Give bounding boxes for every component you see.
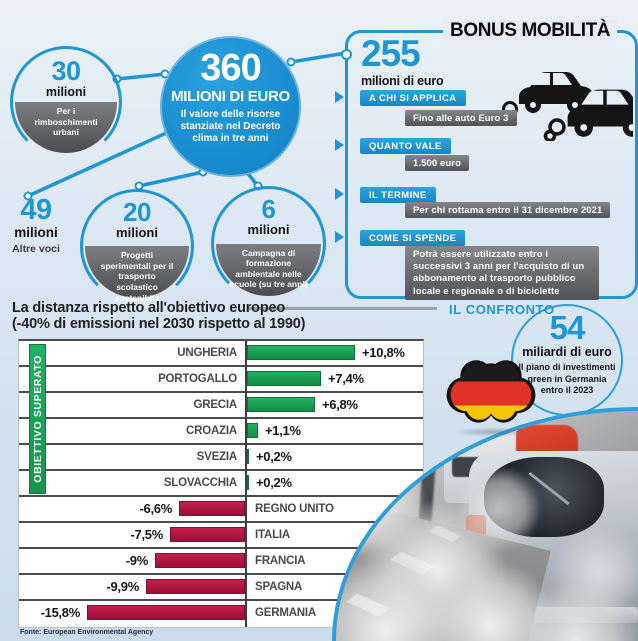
chart-title-line1: La distanza rispetto all'obiettivo europ…: [12, 300, 286, 316]
total-amount: 360: [200, 47, 261, 89]
confronto-unit: miliardi di euro: [522, 345, 612, 359]
arrow-icon: [335, 91, 344, 103]
bonus-section-value: Per chi rottama entro il 31 dicembre 202…: [405, 202, 611, 218]
total-desc: Il valore delle risorse stanziate nel De…: [180, 109, 281, 144]
bonus-section-label: QUANTO VALE: [360, 138, 451, 154]
bonus-section-value: 1.500 euro: [405, 155, 469, 171]
chart-bar: [179, 501, 245, 516]
traffic-jam-photo: [332, 407, 638, 641]
arrow-icon: [335, 139, 344, 151]
flag-shadow: [452, 427, 534, 437]
chart-bar: [170, 527, 245, 542]
country-label: FRANCIA: [255, 555, 306, 567]
country-label: ITALIA: [255, 529, 290, 541]
country-label: SLOVACCHIA: [163, 477, 237, 489]
other-amount: 49: [20, 194, 52, 226]
bubble-school-transport: 20 milioni Progetti sperimentali per il …: [80, 189, 194, 303]
reforestation-desc-halfcircle: Per i rimboschimenti urbani: [15, 102, 117, 153]
education-unit: milioni: [247, 222, 290, 237]
bonus-title: BONUS MOBILITÀ: [443, 20, 618, 42]
arrow-icon: [335, 231, 344, 243]
bonus-amount-unit: milioni di euro: [361, 73, 444, 88]
bonus-section-label: A CHI SI APPLICA: [360, 90, 466, 106]
country-label: UNGHERIA: [177, 347, 237, 359]
country-label: CROAZIA: [186, 425, 237, 437]
chart-title-line2: (-40% di emissioni nel 2030 rispetto al …: [12, 315, 306, 332]
value-label: +10,8%: [362, 345, 405, 360]
value-label: -9,9%: [106, 579, 140, 594]
chart-row: PORTOGALLO +7,4%: [19, 367, 423, 393]
group-label-strip: OBIETTIVO SUPERATO: [29, 344, 46, 494]
bonus-section-value: Potrà essere utilizzato entro i successi…: [405, 246, 599, 301]
chart-bar: [247, 449, 249, 464]
value-label: +7,4%: [328, 371, 364, 386]
education-amount: 6: [261, 194, 276, 224]
confronto-desc: Il piano di investimenti green in German…: [518, 362, 616, 396]
school-amount: 20: [123, 197, 151, 227]
chart-rows: UNGHERIA +10,8% PORTOGALLO +7,4% GRECIA +6,8%…: [19, 341, 423, 627]
bubble-total: 360 MILIONI DI EURO Il valore delle riso…: [160, 36, 301, 177]
chart-bar: [247, 345, 355, 360]
school-unit: milioni: [116, 225, 158, 240]
chart-title: La distanza rispetto all'obiettivo europ…: [12, 300, 306, 333]
bubble-reforestation: 30 milioni Per i rimboschimenti urbani: [10, 46, 122, 158]
bubble-education: 6 milioni Campagna di formazione ambient…: [211, 186, 326, 301]
chart-row: SLOVACCHIA +0,2%: [19, 471, 423, 497]
arrow-icon: [335, 188, 344, 200]
chart-row: REGNO UNITO -6,6%: [19, 497, 423, 523]
confronto-title: IL CONFRONTO: [449, 302, 555, 317]
chart-row: UNGHERIA +10,8%: [19, 341, 423, 367]
cars-exhaust-icon: [501, 72, 633, 141]
bonus-section-label: COME SI SPENDE: [360, 230, 466, 246]
value-label: +1,1%: [265, 423, 301, 438]
country-label: SPAGNA: [255, 581, 303, 593]
country-label: PORTOGALLO: [158, 373, 237, 385]
bonus-mobilita-panel: BONUS MOBILITÀ 255 milioni di euro: [335, 20, 638, 301]
zero-axis: [245, 341, 247, 627]
chart-row: FRANCIA -9%: [19, 549, 423, 575]
chart-row: GRECIA +6,8%: [19, 393, 423, 419]
bonus-amount: 255: [361, 33, 421, 74]
connector-dot: [341, 49, 352, 60]
confronto-value: 54: [549, 309, 586, 346]
reforestation-unit: milioni: [45, 85, 87, 99]
chart-bar: [146, 579, 245, 594]
value-label: +6,8%: [322, 397, 358, 412]
country-label: SVEZIA: [196, 451, 238, 463]
chart-bar: [247, 423, 258, 438]
other-unit: milioni: [14, 225, 58, 240]
chart-bar: [247, 397, 315, 412]
country-label: GRECIA: [193, 399, 237, 411]
value-label: -7,5%: [130, 527, 164, 542]
divider-line: [249, 307, 437, 310]
country-label: GERMANIA: [255, 607, 317, 619]
value-label: +0,2%: [256, 449, 292, 464]
chart-row: SPAGNA -9,9%: [19, 575, 423, 601]
chart-bar: [247, 475, 249, 490]
other-desc: Altre voci: [12, 243, 60, 255]
chart-row: SVEZIA +0,2%: [19, 445, 423, 471]
country-label: REGNO UNITO: [255, 503, 334, 515]
bonus-section-value: Fino alle auto Euro 3: [405, 110, 517, 126]
education-desc-halfcircle: Campagna di formazione ambientale nelle …: [216, 243, 321, 296]
item-other: 49 milioni Altre voci: [4, 194, 68, 256]
confronto-circle: [511, 304, 623, 416]
chart-row: CROAZIA +1,1%: [19, 419, 423, 445]
total-unit: MILIONI DI EURO: [171, 88, 290, 105]
school-desc-halfcircle: Progetti sperimentali per il trasporto s…: [85, 246, 189, 303]
bonus-section-label: IL TERMINE: [360, 187, 436, 203]
chart-bar: [247, 371, 321, 386]
chart-row: GERMANIA -15,8%: [19, 601, 423, 627]
chart-bar: [155, 553, 245, 568]
source-note: Fonte: European Environmental Agency: [20, 629, 154, 636]
value-label: -6,6%: [139, 501, 173, 516]
value-label: -15,8%: [40, 605, 81, 620]
chart-bar: [87, 605, 245, 620]
value-label: +0,2%: [256, 475, 292, 490]
reforestation-amount: 30: [51, 56, 81, 86]
germany-flag-icon: [446, 360, 536, 423]
chart-row: ITALIA -7,5%: [19, 523, 423, 549]
value-label: -9%: [125, 553, 149, 568]
